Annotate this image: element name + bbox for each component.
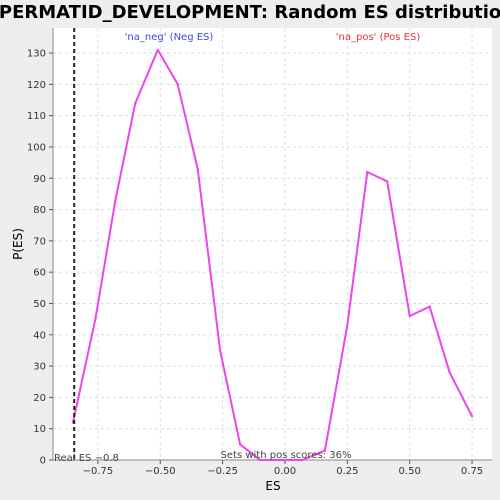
x-tick-label: −0.50: [145, 466, 176, 477]
y-tick-label: 0: [40, 456, 46, 467]
data-point: [218, 349, 222, 352]
neg-es-label: 'na_neg' (Neg ES): [125, 32, 214, 43]
data-point: [448, 371, 451, 374]
plot-area: [53, 28, 492, 460]
data-point: [156, 48, 159, 52]
x-tick-label: −0.25: [207, 466, 238, 477]
y-tick-label: 50: [33, 299, 46, 310]
y-tick-label: 30: [33, 362, 46, 373]
data-point: [114, 198, 117, 202]
data-point: [134, 101, 137, 105]
data-point: [278, 458, 282, 462]
y-tick-label: 90: [33, 174, 46, 185]
grid: [53, 28, 492, 461]
data-point: [94, 317, 97, 321]
data-point: [366, 170, 369, 174]
x-tick-label: 0.00: [274, 466, 296, 477]
data-point: [323, 449, 327, 452]
y-tick-label: 80: [33, 205, 46, 216]
x-tick-label: 0.75: [461, 466, 483, 477]
y-tick-label: 60: [33, 268, 46, 279]
chart-title: SPERMATID_DEVELOPMENT: Random ES distrib…: [0, 2, 500, 23]
y-tick-label: 100: [27, 142, 46, 153]
data-point: [386, 180, 389, 183]
y-axis-label: P(ES): [11, 228, 25, 260]
x-tick-label: 0.25: [336, 466, 358, 477]
data-point: [346, 324, 349, 327]
pos-es-label: 'na_pos' (Pos ES): [336, 32, 421, 43]
y-tick-label: 20: [33, 393, 46, 404]
y-tick-label: 110: [27, 111, 46, 122]
data-point: [238, 443, 242, 446]
data-point: [196, 167, 199, 171]
x-axis-label: ES: [265, 479, 280, 493]
data-point: [470, 414, 474, 418]
x-tick-label: 0.50: [399, 466, 421, 477]
tick-labels: 0 10 20 30 40 50 60 70 80 90 100 110 120 130 −0.75 −0.5…: [27, 49, 483, 477]
data-point: [258, 458, 262, 462]
es-distribution-line: [72, 48, 473, 461]
x-tick-label: −0.75: [83, 466, 114, 477]
data-point: [301, 458, 304, 462]
data-point: [176, 83, 179, 86]
y-tick-label: 10: [33, 424, 46, 435]
data-point: [428, 305, 431, 308]
footer-note: Sets with pos scores: 36%: [221, 450, 352, 461]
series-layer: [71, 48, 474, 462]
real-es-label: Real ES −0.8: [54, 453, 119, 464]
y-tick-label: 70: [33, 236, 46, 247]
data-point: [408, 314, 411, 318]
y-tick-label: 120: [27, 80, 46, 91]
y-tick-label: 130: [27, 49, 46, 60]
y-tick-label: 40: [33, 330, 46, 341]
